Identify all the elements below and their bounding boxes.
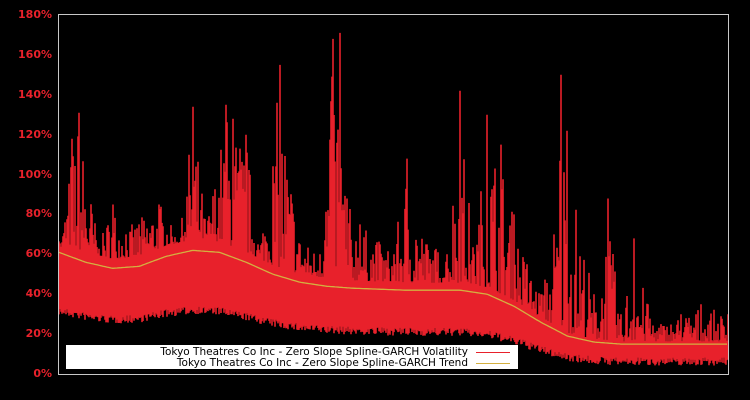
legend-swatch-trend — [476, 362, 510, 364]
y-tick-label: 140% — [18, 87, 52, 101]
legend-item-trend: Tokyo Theatres Co Inc - Zero Slope Splin… — [177, 357, 510, 369]
y-tick-label: 180% — [18, 8, 52, 21]
legend: Tokyo Theatres Co Inc - Zero Slope Splin… — [66, 345, 518, 369]
plot-frame — [58, 14, 729, 375]
y-tick-label: 20% — [25, 327, 52, 341]
legend-label-volatility: Tokyo Theatres Co Inc - Zero Slope Splin… — [160, 346, 468, 358]
y-tick-label: 60% — [25, 247, 52, 261]
y-tick-label: 80% — [25, 207, 52, 221]
y-tick-label: 160% — [18, 47, 52, 61]
y-tick-label: 0% — [33, 367, 52, 380]
volatility-series — [58, 32, 729, 366]
legend-label-trend: Tokyo Theatres Co Inc - Zero Slope Splin… — [176, 357, 468, 369]
y-tick-label: 120% — [18, 127, 52, 141]
volatility-line — [58, 32, 729, 366]
legend-item-volatility: Tokyo Theatres Co Inc - Zero Slope Splin… — [160, 346, 510, 358]
legend-swatch-volatility — [476, 351, 510, 353]
y-tick-label: 40% — [25, 287, 52, 301]
y-tick-label: 100% — [18, 167, 52, 181]
trend-series — [58, 249, 727, 345]
